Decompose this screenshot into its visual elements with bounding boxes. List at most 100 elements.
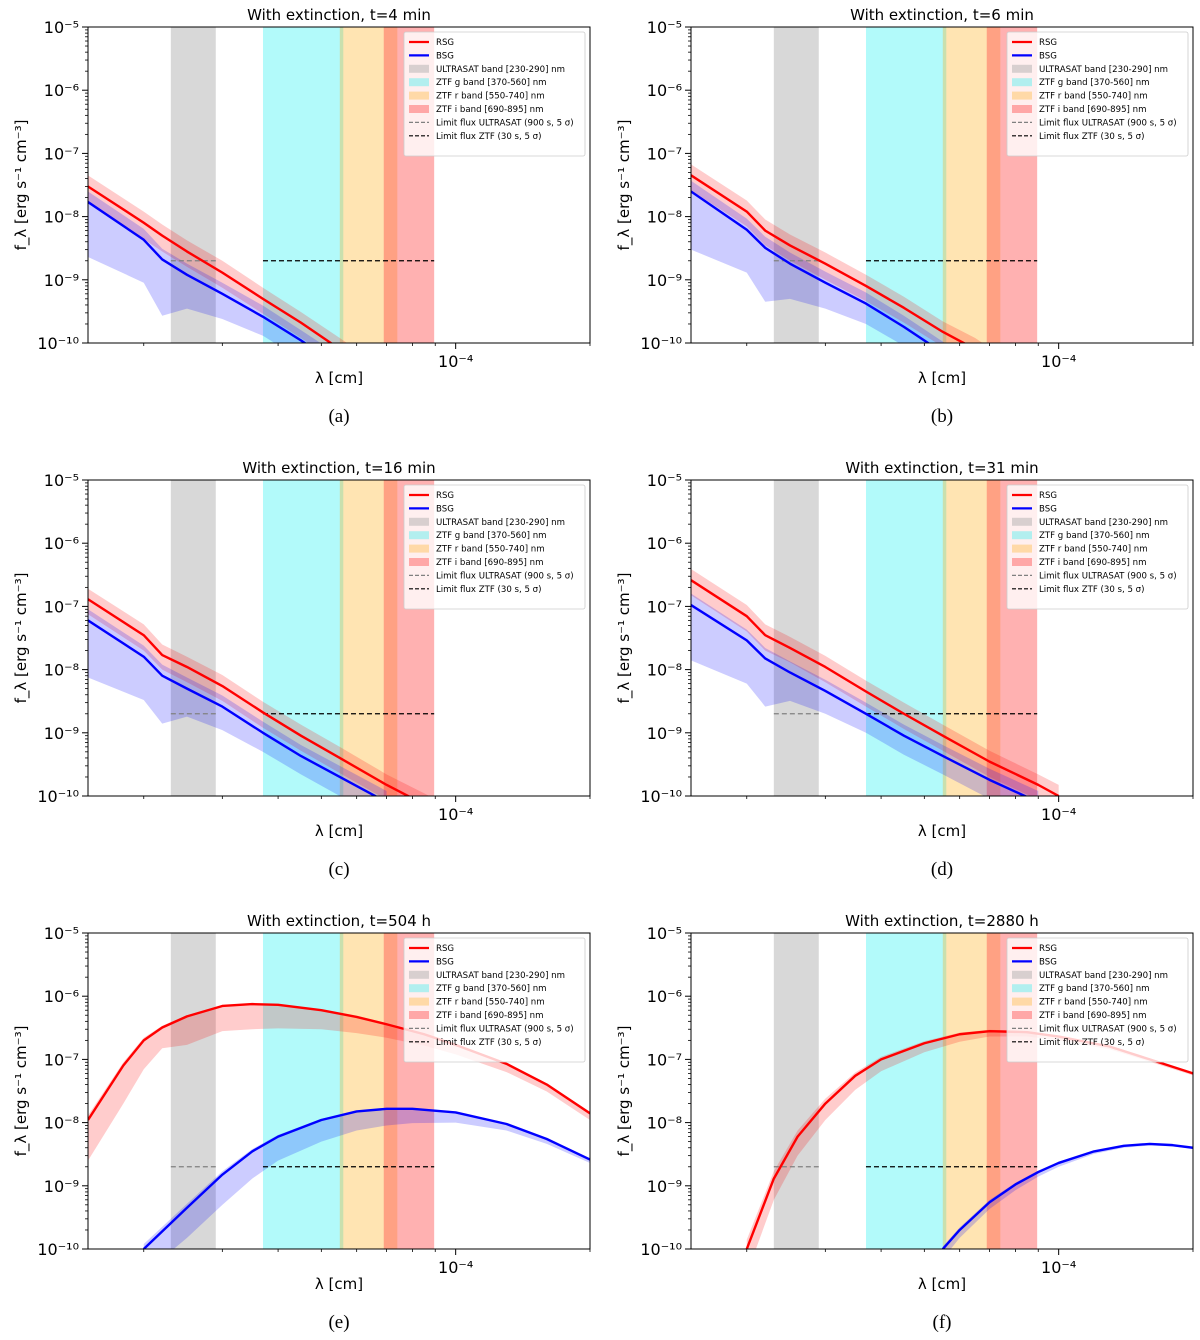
y-tick-label: 10⁻⁸ bbox=[647, 1114, 682, 1133]
legend: RSG BSG ULTRASAT band [230-290] nm ZTF g ba… bbox=[403, 484, 586, 610]
legend-swatch bbox=[409, 105, 429, 113]
band-ultrasat bbox=[773, 480, 819, 796]
legend-label: BSG bbox=[436, 957, 454, 967]
band-ztf-g bbox=[865, 480, 947, 796]
legend-label: ZTF g band [370-560] nm bbox=[1039, 984, 1150, 994]
legend-swatch bbox=[1012, 64, 1032, 73]
band-ultrasat bbox=[170, 27, 216, 343]
plot-area bbox=[691, 27, 1038, 343]
y-tick-label: 10⁻¹⁰ bbox=[640, 1240, 682, 1259]
legend-box bbox=[1006, 484, 1189, 610]
legend-label: ULTRASAT band [230-290] nm bbox=[1039, 65, 1168, 75]
subfigure-caption: (c) bbox=[328, 859, 349, 880]
y-tick-label: 10⁻⁶ bbox=[44, 987, 79, 1006]
legend-label: ZTF i band [690-895] nm bbox=[436, 105, 543, 115]
legend-label: RSG bbox=[436, 491, 454, 501]
y-tick-label: 10⁻⁵ bbox=[44, 18, 79, 37]
y-axis-label: f_λ [erg s⁻¹ cm⁻³] bbox=[12, 573, 31, 704]
y-tick-label: 10⁻⁵ bbox=[647, 471, 682, 490]
y-tick-label: 10⁻⁷ bbox=[647, 1050, 682, 1069]
x-tick-label: 10⁻⁴ bbox=[438, 1258, 473, 1277]
y-tick-label: 10⁻⁶ bbox=[647, 81, 682, 100]
band-ztf-r bbox=[942, 480, 1001, 796]
y-tick-label: 10⁻⁵ bbox=[44, 924, 79, 943]
series-bsg-line bbox=[691, 604, 1028, 796]
legend-swatch bbox=[409, 558, 429, 566]
legend-label: ULTRASAT band [230-290] nm bbox=[1039, 971, 1168, 981]
legend-label: ZTF r band [550-740] nm bbox=[1039, 998, 1148, 1008]
band-ultrasat bbox=[170, 480, 216, 796]
subfigure-caption: (e) bbox=[328, 1312, 349, 1333]
legend-label: ULTRASAT band [230-290] nm bbox=[436, 971, 565, 981]
legend: RSG BSG ULTRASAT band [230-290] nm ZTF g ba… bbox=[1006, 31, 1189, 157]
legend-swatch bbox=[409, 997, 429, 1006]
legend-swatch bbox=[409, 64, 429, 73]
plot-area bbox=[745, 933, 1193, 1249]
band-ztf-g bbox=[865, 27, 947, 343]
legend-box bbox=[403, 484, 586, 610]
y-tick-label: 10⁻⁸ bbox=[44, 1114, 79, 1133]
legend-swatch bbox=[1012, 970, 1032, 979]
y-tick-label: 10⁻⁶ bbox=[647, 987, 682, 1006]
y-tick-label: 10⁻⁷ bbox=[44, 144, 79, 163]
y-tick-label: 10⁻⁹ bbox=[647, 271, 682, 290]
legend-swatch bbox=[409, 544, 429, 553]
chart-panel-1: 10⁻¹⁰ 10⁻⁹ 10⁻⁸ 10⁻⁷ 10⁻⁶ 10⁻⁵ 10⁻⁴ With extinc… bbox=[12, 6, 591, 427]
y-axis-label: f_λ [erg s⁻¹ cm⁻³] bbox=[12, 1026, 31, 1157]
chart-title: With extinction, t=31 min bbox=[845, 459, 1038, 477]
legend-swatch bbox=[409, 78, 429, 87]
y-tick-label: 10⁻⁷ bbox=[647, 597, 682, 616]
legend-swatch bbox=[409, 91, 429, 100]
legend-label: ZTF i band [690-895] nm bbox=[436, 1011, 543, 1021]
legend-label: RSG bbox=[436, 38, 454, 48]
y-tick-label: 10⁻¹⁰ bbox=[37, 1240, 79, 1259]
legend-label: BSG bbox=[436, 504, 454, 514]
band-ultrasat bbox=[773, 27, 819, 343]
y-tick-label: 10⁻⁵ bbox=[44, 471, 79, 490]
subfigure-caption: (a) bbox=[328, 406, 349, 427]
band-ztf-g bbox=[262, 933, 344, 1249]
legend-swatch bbox=[409, 1011, 429, 1019]
legend-swatch bbox=[1012, 984, 1032, 993]
legend-label: ULTRASAT band [230-290] nm bbox=[436, 518, 565, 528]
legend-label: Limit flux ZTF (30 s, 5 σ) bbox=[436, 585, 541, 595]
legend-label: BSG bbox=[1039, 51, 1057, 61]
series-bsg-line bbox=[691, 190, 931, 343]
series-bsg-uncertainty bbox=[691, 180, 946, 343]
band-ztf-r bbox=[339, 27, 398, 343]
chart-panel-5: 10⁻¹⁰ 10⁻⁹ 10⁻⁸ 10⁻⁷ 10⁻⁶ 10⁻⁵ 10⁻⁴ With extinc… bbox=[12, 912, 591, 1333]
band-ztf-g bbox=[865, 933, 947, 1249]
x-axis-label: λ [cm] bbox=[315, 1275, 363, 1293]
series-bsg-uncertainty bbox=[88, 191, 321, 343]
series-bsg-line bbox=[88, 619, 378, 796]
legend-label: Limit flux ZTF (30 s, 5 σ) bbox=[1039, 585, 1144, 595]
y-tick-label: 10⁻⁸ bbox=[44, 208, 79, 227]
y-tick-label: 10⁻⁵ bbox=[647, 924, 682, 943]
legend-swatch bbox=[1012, 1011, 1032, 1019]
legend-label: ZTF i band [690-895] nm bbox=[1039, 1011, 1146, 1021]
legend-swatch bbox=[1012, 517, 1032, 526]
legend: RSG BSG ULTRASAT band [230-290] nm ZTF g ba… bbox=[403, 31, 586, 157]
legend-label: Limit flux ULTRASAT (900 s, 5 σ) bbox=[1039, 118, 1177, 128]
subfigure-caption: (d) bbox=[931, 859, 953, 880]
x-tick-label: 10⁻⁴ bbox=[1041, 352, 1076, 371]
legend-swatch bbox=[1012, 997, 1032, 1006]
band-ztf-g bbox=[262, 27, 344, 343]
y-tick-label: 10⁻⁸ bbox=[647, 208, 682, 227]
x-axis-label: λ [cm] bbox=[918, 822, 966, 840]
axes-frame bbox=[690, 932, 1194, 1250]
legend-box bbox=[403, 31, 586, 157]
legend-swatch bbox=[1012, 91, 1032, 100]
axes-frame bbox=[87, 479, 591, 797]
legend-label: Limit flux ULTRASAT (900 s, 5 σ) bbox=[436, 1024, 574, 1034]
legend-label: ZTF r band [550-740] nm bbox=[1039, 545, 1148, 555]
y-tick-label: 10⁻¹⁰ bbox=[640, 334, 682, 353]
legend-label: Limit flux ULTRASAT (900 s, 5 σ) bbox=[1039, 1024, 1177, 1034]
legend-label: Limit flux ULTRASAT (900 s, 5 σ) bbox=[436, 571, 574, 581]
y-tick-label: 10⁻⁶ bbox=[44, 81, 79, 100]
legend-swatch bbox=[1012, 558, 1032, 566]
series-bsg-uncertainty bbox=[88, 609, 387, 796]
y-tick-label: 10⁻¹⁰ bbox=[37, 334, 79, 353]
chart-title: With extinction, t=2880 h bbox=[845, 912, 1039, 930]
series-rsg-uncertainty bbox=[746, 1029, 1193, 1249]
